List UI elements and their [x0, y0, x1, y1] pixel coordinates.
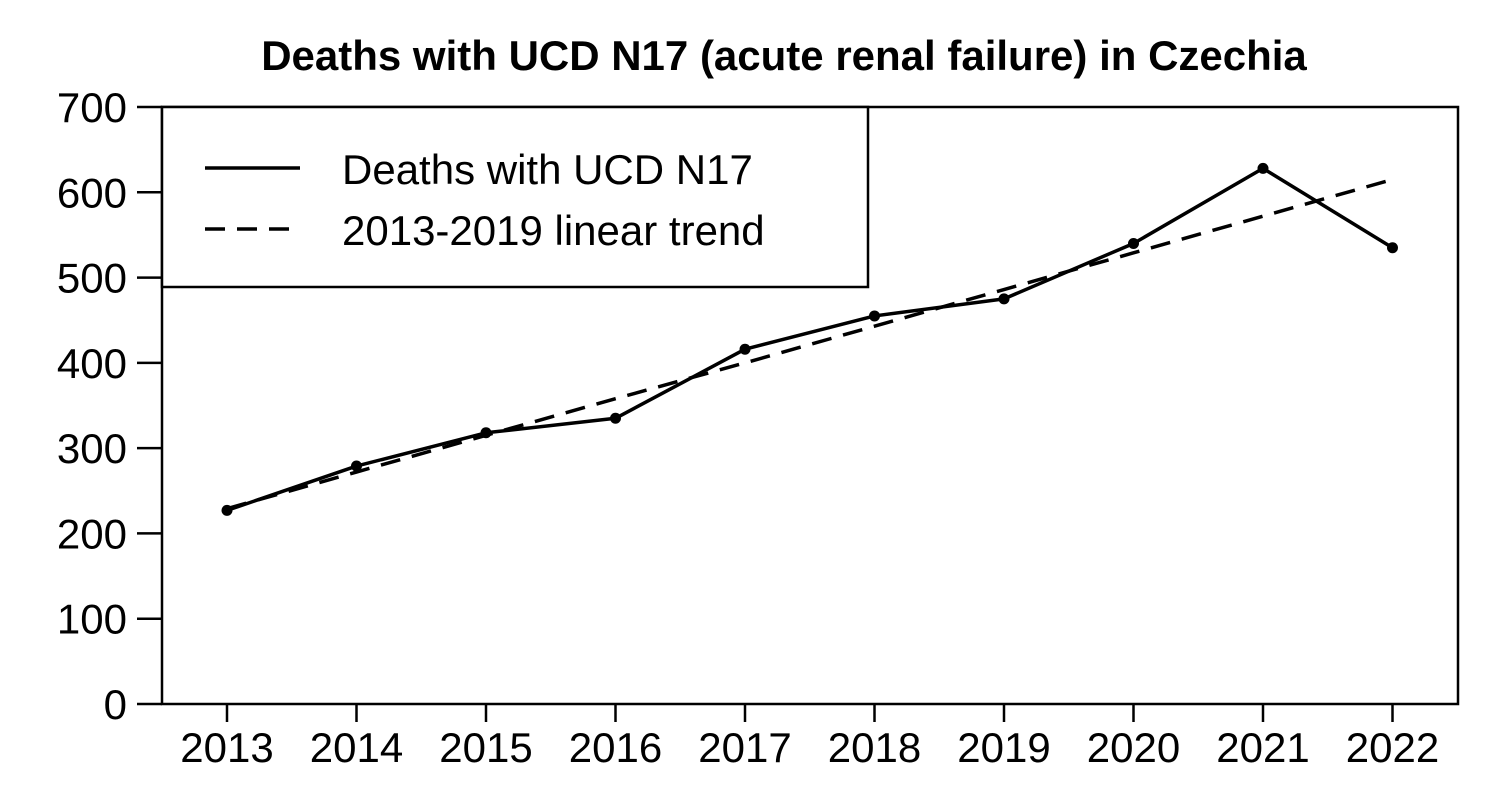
y-tick-label: 100	[57, 596, 127, 643]
x-tick-label: 2021	[1216, 724, 1309, 771]
data-point	[351, 460, 362, 472]
chart-title: Deaths with UCD N17 (acute renal failure…	[261, 32, 1307, 79]
data-point	[1387, 242, 1398, 254]
x-tick-label: 2022	[1346, 724, 1439, 771]
x-tick-label: 2019	[957, 724, 1050, 771]
y-tick-label: 600	[57, 169, 127, 216]
x-tick-label: 2018	[828, 724, 921, 771]
data-point	[739, 343, 751, 355]
x-axis: 2013 2014 2015 2016 2017 2018 2019 2020 2021 2022	[180, 704, 1439, 771]
y-tick-label: 200	[57, 510, 127, 557]
x-tick-label: 2015	[439, 724, 532, 771]
y-tick-label: 300	[57, 425, 127, 472]
x-tick-label: 2013	[180, 724, 273, 771]
series-layer	[221, 162, 1398, 516]
data-point	[1257, 162, 1269, 174]
data-point	[610, 412, 621, 424]
y-axis: 0 100 200 300 400 500 600 700	[57, 84, 162, 728]
data-point	[1128, 237, 1139, 249]
x-tick-label: 2017	[698, 724, 791, 771]
legend-label: Deaths with UCD N17	[342, 146, 753, 193]
deaths-line	[226, 166, 1394, 513]
legend-label: 2013-2019 linear trend	[342, 207, 765, 254]
legend-box	[160, 105, 870, 289]
y-tick-label: 500	[57, 255, 127, 302]
y-tick-label: 700	[57, 84, 127, 131]
x-tick-label: 2016	[569, 724, 662, 771]
x-tick-label: 2014	[310, 724, 403, 771]
y-tick-label: 400	[57, 340, 127, 387]
x-tick-label: 2020	[1087, 724, 1180, 771]
data-point	[869, 310, 880, 322]
trend-line	[226, 177, 1393, 511]
y-tick-label: 0	[104, 681, 127, 728]
data-point	[998, 293, 1010, 305]
legend: Deaths with UCD N17 2013-2019 linear tre…	[160, 105, 870, 289]
